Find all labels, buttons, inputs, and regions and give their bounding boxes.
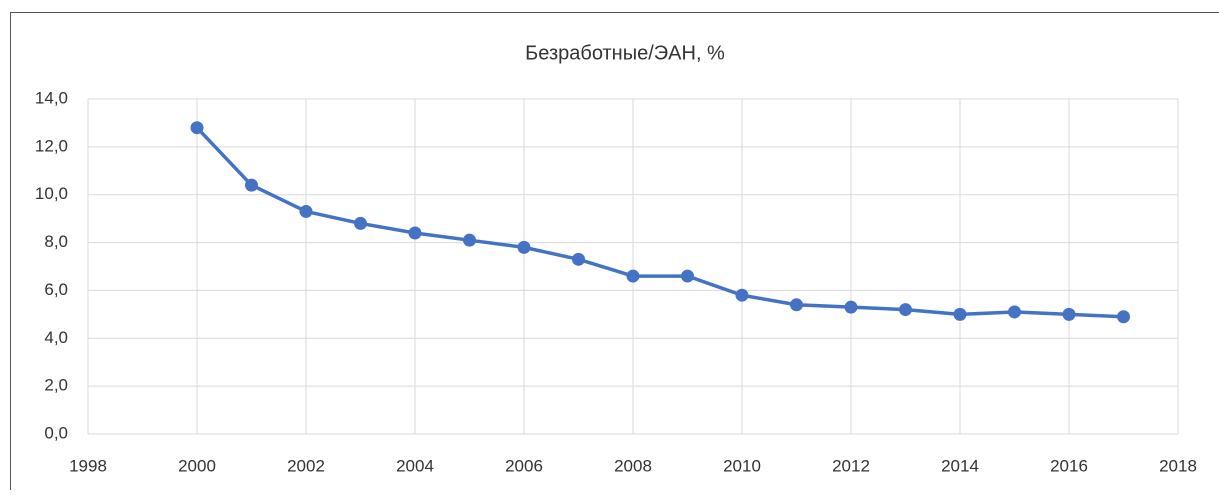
data-line xyxy=(195,126,1124,319)
data-point xyxy=(790,298,803,312)
x-tick-label: 2004 xyxy=(396,456,434,475)
x-tick-label: 2016 xyxy=(1050,456,1088,475)
x-tick-label: 2000 xyxy=(178,456,216,475)
data-point xyxy=(463,233,476,247)
data-point xyxy=(245,178,258,192)
y-tick-label: 12,0 xyxy=(35,136,68,155)
data-point xyxy=(354,216,367,230)
y-tick-label: 0,0 xyxy=(44,423,68,442)
data-point xyxy=(572,252,585,266)
x-tick-label: 2008 xyxy=(614,456,652,475)
data-point xyxy=(299,204,313,218)
data-point xyxy=(1008,305,1021,319)
x-tick-label: 2014 xyxy=(941,456,979,475)
data-point xyxy=(735,288,749,302)
data-point xyxy=(953,307,967,321)
x-tick-label: 2002 xyxy=(287,456,325,475)
data-point xyxy=(1117,310,1130,324)
data-point xyxy=(517,240,531,254)
data-point xyxy=(626,269,640,283)
x-tick-label: 2018 xyxy=(1159,456,1197,475)
y-tick-label: 14,0 xyxy=(35,88,68,107)
y-tick-label: 2,0 xyxy=(44,376,68,395)
data-point xyxy=(899,303,912,317)
data-point xyxy=(190,121,204,135)
y-tick-label: 10,0 xyxy=(35,184,68,203)
y-tick-label: 6,0 xyxy=(44,280,68,299)
y-tick-label: 4,0 xyxy=(44,328,68,347)
x-tick-label: 2006 xyxy=(505,456,543,475)
x-tick-label: 2010 xyxy=(723,456,761,475)
y-tick-label: 8,0 xyxy=(44,232,68,251)
x-tick-label: 1998 xyxy=(69,456,107,475)
data-point xyxy=(844,300,858,314)
data-point xyxy=(681,269,694,283)
data-point xyxy=(1062,307,1076,321)
chart-title: Безработные/ЭАН, % xyxy=(525,42,725,64)
data-point xyxy=(408,226,422,240)
x-tick-label: 2012 xyxy=(832,456,870,475)
